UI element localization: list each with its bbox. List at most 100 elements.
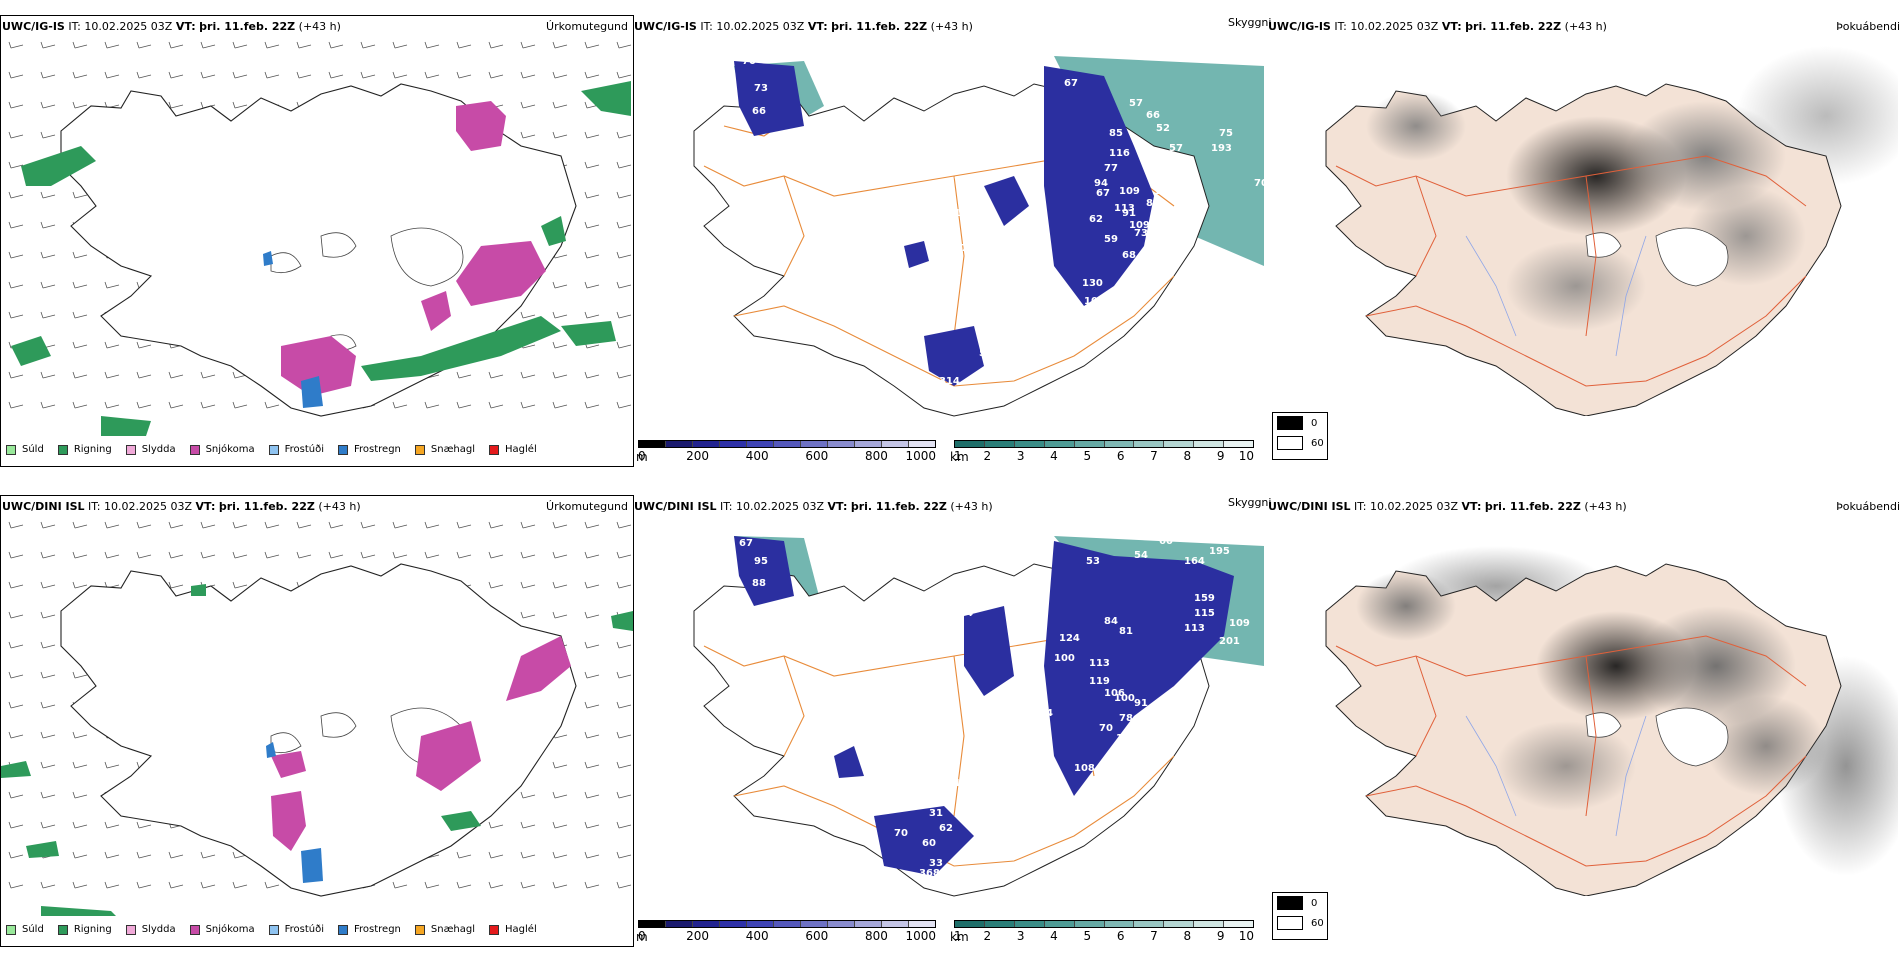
colorbar-swatch: [801, 921, 828, 927]
visibility-value-label: 59: [864, 748, 878, 759]
visibility-panel: UWC/DINI ISL IT: 10.02.2025 03Z VT: þri.…: [634, 492, 1272, 957]
visibility-value-label: 109: [1116, 733, 1137, 744]
wind-barb: [392, 551, 408, 559]
wind-barb: [616, 341, 632, 349]
fog-legend-swatch: [1277, 436, 1303, 450]
fog-title: Þokuábendi: [1836, 500, 1900, 513]
colorbar-swatch: [828, 441, 855, 447]
it-value: 10.02.2025 03Z: [104, 500, 193, 513]
visibility-value-label: 85: [1109, 128, 1123, 139]
wind-barb: [552, 851, 568, 859]
wind-barb: [392, 401, 408, 409]
colorbar-tick-label: 200: [686, 449, 710, 463]
wind-barb: [616, 401, 632, 409]
precip-legend-swatch: [189, 924, 200, 935]
colorbar-tick-label: 6: [1116, 929, 1125, 943]
wind-barb: [168, 521, 184, 529]
wind-barb: [616, 251, 632, 259]
wind-barb: [552, 881, 568, 889]
wind-barb: [200, 881, 216, 889]
wind-barb: [232, 551, 248, 559]
colorbar-tick-label: 2: [983, 449, 992, 463]
precip-legend-label: Frostúði: [284, 924, 324, 935]
visibility-value-label: 102: [1084, 296, 1105, 307]
wind-barb: [584, 71, 600, 79]
colorbar-tick-label: 200: [686, 929, 710, 943]
precip-map: [8, 41, 632, 436]
visibility-value-label: 109: [1229, 618, 1250, 629]
colorbar-tick-label: 5: [1083, 449, 1092, 463]
road-network: [1335, 155, 1807, 387]
visibility-value-label: 84: [1039, 708, 1053, 719]
colorbar-swatch: [693, 441, 720, 447]
wind-barb: [552, 371, 568, 379]
wind-barb: [40, 731, 56, 739]
wind-barb: [40, 611, 56, 619]
wind-barb: [616, 641, 632, 649]
visibility-value-label: 57: [1129, 98, 1143, 109]
visibility-value-label: 91: [1122, 208, 1136, 219]
visibility-value-label: 91: [1134, 698, 1148, 709]
visibility-value-label: 56: [924, 378, 938, 389]
wind-barb: [584, 131, 600, 139]
wind-barb: [72, 251, 88, 259]
visibility-value-label: 119: [1089, 676, 1110, 687]
precip-legend-item: Súld: [6, 444, 44, 455]
fog-panel: UWC/IG-IS IT: 10.02.2025 03Z VT: þri. 11…: [1266, 12, 1900, 477]
visibility-value-label: 124: [1059, 633, 1080, 644]
visibility-value-label: 56: [984, 328, 998, 339]
wind-barb: [104, 551, 120, 559]
visibility-unit: km: [950, 450, 969, 464]
model-name: UWC/DINI ISL: [1268, 500, 1351, 513]
wind-barb: [552, 791, 568, 799]
visibility-value-label: 33: [929, 858, 943, 869]
precip-legend: Súld Rigning Slydda Snjókoma Frostúði Frostre…: [6, 444, 551, 455]
visibility-value-label: 62: [1089, 214, 1103, 225]
cloud-title: Skyggni: [1228, 496, 1272, 509]
precip-frame: [0, 15, 634, 467]
wind-barb: [584, 701, 600, 709]
wind-barb: [584, 161, 600, 169]
visibility-value-label: 119: [1154, 186, 1175, 197]
wind-barb: [552, 341, 568, 349]
wind-barb: [424, 401, 440, 409]
wind-barb: [424, 881, 440, 889]
wind-barb: [488, 41, 504, 49]
visibility-value-label: 201: [1219, 636, 1240, 647]
frostregn-areas: [266, 742, 323, 883]
wind-barb: [72, 581, 88, 589]
wind-barb: [40, 221, 56, 229]
visibility-colorbar-labels: 1 2 3 4 5 6 7 8 9 10: [954, 448, 1254, 463]
rivers: [1465, 235, 1647, 357]
colorbar-swatch: [984, 441, 1015, 447]
precip-legend-swatch: [489, 924, 500, 935]
colorbar-swatch: [693, 921, 720, 927]
precip-legend-label: Snæhagl: [430, 924, 476, 935]
vt-value: þri. 11.feb. 22Z: [831, 20, 928, 33]
wind-barb: [552, 311, 568, 319]
colorbar-tick-label: 5: [1083, 929, 1092, 943]
wind-barb: [136, 341, 152, 349]
cloud-base-colorbar-labels: 0 200 400 600 800 1000: [638, 928, 936, 943]
precip-title: Úrkomutegund: [546, 20, 628, 33]
colorbar-swatch: [774, 921, 801, 927]
wind-barb: [584, 371, 600, 379]
wind-barb: [520, 821, 536, 829]
colorbar-swatch: [882, 921, 909, 927]
colorbar-swatch: [1104, 441, 1135, 447]
visibility-value-label: 90: [1112, 296, 1126, 307]
wind-barb: [200, 851, 216, 859]
wind-barb: [72, 791, 88, 799]
wind-barb: [8, 401, 24, 409]
wind-barb: [40, 761, 56, 769]
wind-barb: [72, 731, 88, 739]
lead-time: (+43 h): [1584, 500, 1627, 513]
wind-barb: [616, 581, 632, 589]
wind-barb: [584, 731, 600, 739]
wind-barb: [488, 851, 504, 859]
wind-barb: [168, 401, 184, 409]
precip-legend-item: Slydda: [125, 444, 176, 455]
wind-barb: [424, 521, 440, 529]
wind-barb: [136, 821, 152, 829]
precip-legend-item: Snæhagl: [414, 444, 475, 455]
